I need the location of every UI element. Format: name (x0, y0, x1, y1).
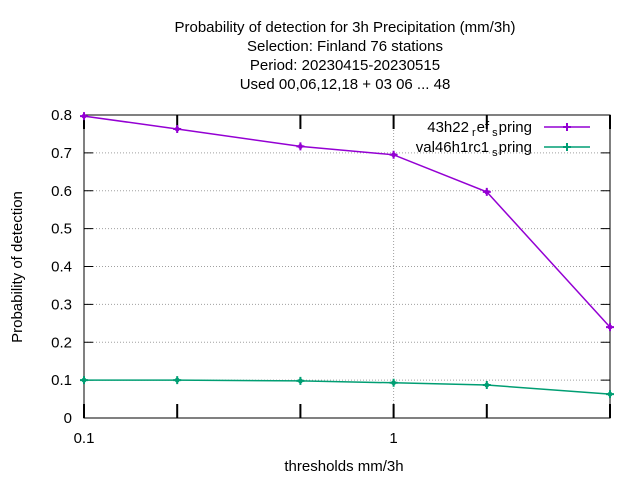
legend-marker (563, 123, 571, 131)
y-tick-label: 0.7 (51, 145, 72, 162)
data-point-dot (607, 391, 613, 397)
title-line-2: Selection: Finland 76 stations (247, 38, 443, 55)
y-tick-label: 0.3 (51, 296, 72, 313)
legend-label-part: ef (477, 119, 490, 136)
legend-marker (563, 143, 571, 151)
data-point-dot (174, 377, 180, 383)
data-point-dot (391, 152, 396, 158)
x-tick-label: 0.1 (74, 430, 95, 447)
data-point-dot (607, 324, 613, 330)
legend-label-part: s (492, 147, 498, 159)
legend-item-1: 43h22 ref spring (427, 119, 590, 139)
data-point-dot (81, 113, 87, 119)
data-point-dot (391, 380, 396, 386)
legend-label-part: pring (499, 139, 532, 156)
series-2 (80, 376, 614, 399)
legend-label-part: val46h1rc1 (416, 139, 489, 156)
title-line-4: Used 00,06,12,18 + 03 06 ... 48 (240, 76, 451, 93)
series-layer (80, 112, 614, 399)
axis-ticks: 00.10.20.30.40.50.60.70.80.1 1 (51, 107, 611, 447)
grid-lines (84, 115, 610, 418)
legend-label-part: 43h22 (427, 119, 469, 136)
series-line (84, 379, 611, 395)
data-point-dot (174, 126, 180, 132)
data-point-dot (81, 377, 87, 383)
legend-label-part: r (472, 127, 476, 139)
legend-label-part: s (492, 127, 498, 139)
title-line-1: Probability of detection for 3h Precipit… (175, 19, 516, 36)
series-1 (80, 112, 614, 332)
data-point-dot (484, 382, 490, 388)
legend-item-2: val46h1rc1 spring (416, 139, 590, 159)
legend-label: 43h22 ref spring (427, 119, 532, 139)
title-line-3: Period: 20230415-20230515 (250, 57, 440, 74)
legend-label: val46h1rc1 spring (416, 139, 532, 159)
y-tick-label: 0.1 (51, 372, 72, 389)
x-tick-label: 1 (389, 430, 397, 447)
y-tick-label: 0.2 (51, 334, 72, 351)
series-line (83, 115, 611, 328)
data-point-dot (484, 189, 490, 195)
y-axis-title: Probability of detection (9, 191, 26, 343)
y-tick-label: 0.5 (51, 221, 72, 238)
y-tick-label: 0 (64, 410, 72, 427)
y-tick-label: 0.8 (51, 107, 72, 124)
legend-label-part: pring (499, 119, 532, 136)
x-axis-title: thresholds mm/3h (284, 458, 403, 475)
data-point-dot (298, 378, 303, 384)
y-tick-label: 0.4 (51, 259, 72, 276)
data-point-dot (298, 144, 303, 149)
y-tick-label: 0.6 (51, 183, 72, 200)
chart-title: Probability of detection for 3h Precipit… (175, 19, 516, 93)
